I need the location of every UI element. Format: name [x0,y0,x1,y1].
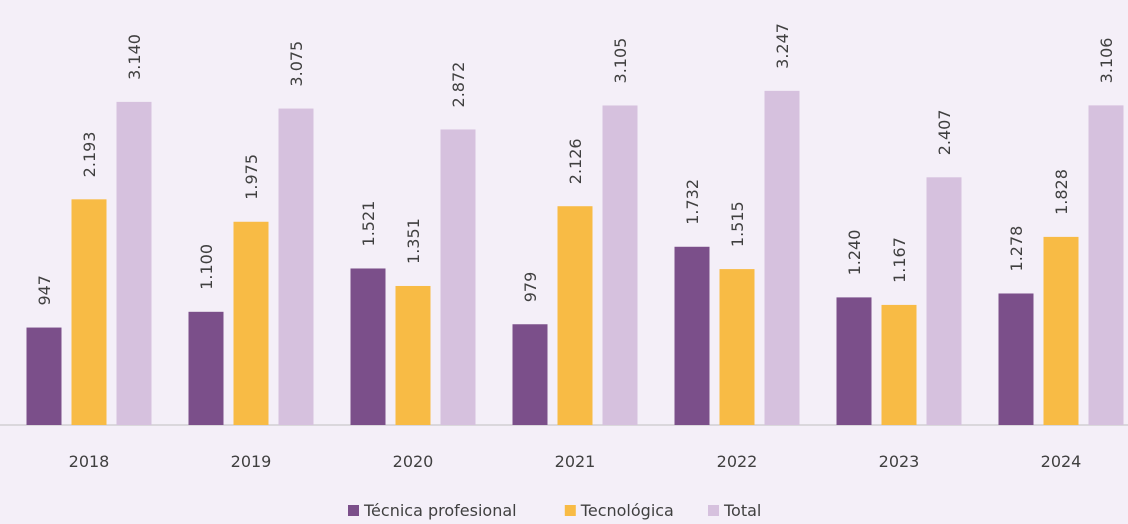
data-label: 3.140 [125,34,144,80]
x-tick-label: 2018 [69,452,110,471]
bar [71,199,107,425]
bar [512,324,548,425]
bar [1043,236,1079,425]
x-tick-label: 2020 [393,452,434,471]
data-label: 979 [521,272,540,303]
bar [395,285,431,425]
data-label: 2.193 [80,132,99,178]
bar [602,105,638,425]
data-label: 3.075 [287,41,306,87]
bar [440,129,476,425]
data-label: 1.100 [197,244,216,290]
x-tick-label: 2019 [231,452,272,471]
bar [881,304,917,425]
data-label: 1.167 [890,237,909,283]
x-tick-label: 2023 [879,452,920,471]
legend-label: Total [723,501,761,520]
bar [557,206,593,425]
x-tick-label: 2022 [717,452,758,471]
legend-swatch [564,505,576,516]
data-label: 2.407 [935,109,954,155]
bar [719,269,755,425]
x-tick-label: 2024 [1041,452,1082,471]
bar [836,297,872,425]
data-label: 1.732 [683,179,702,225]
data-label: 2.126 [566,138,585,184]
bar [278,108,314,426]
data-label: 3.247 [773,23,792,69]
data-label: 1.351 [404,218,423,264]
data-label: 3.106 [1097,38,1116,84]
bar [764,90,800,426]
data-label: 947 [35,275,54,306]
data-label: 1.975 [242,154,261,200]
bar [674,246,710,425]
data-label: 2.872 [449,62,468,108]
legend-swatch [708,505,719,516]
bar [116,101,152,425]
legend-label: Técnica profesional [363,501,517,520]
bar [188,311,224,425]
bar [926,177,962,425]
bar [26,327,62,425]
x-tick-label: 2021 [555,452,596,471]
data-label: 1.240 [845,230,864,276]
bar [233,221,269,425]
legend-swatch [348,505,359,516]
bar [1088,105,1124,425]
data-label: 3.105 [611,38,630,84]
bar [998,293,1034,425]
bar [350,268,386,425]
legend-label: Tecnológica [580,501,674,520]
data-label: 1.521 [359,201,378,247]
data-label: 1.515 [728,201,747,247]
data-label: 1.278 [1007,226,1026,272]
data-label: 1.828 [1052,169,1071,215]
